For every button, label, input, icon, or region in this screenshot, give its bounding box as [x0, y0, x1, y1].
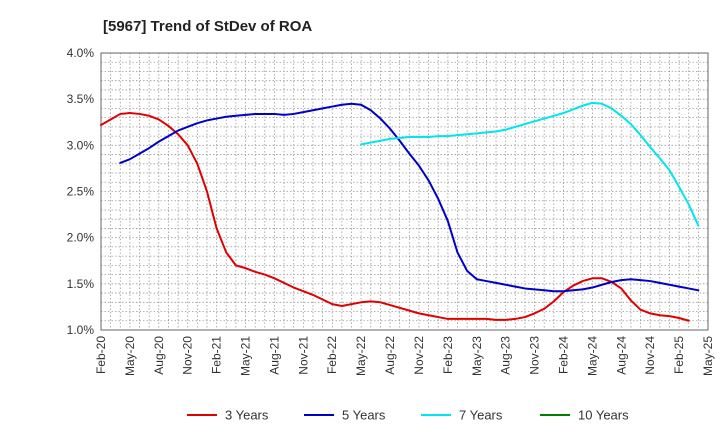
x-tick-label: May-23 [470, 336, 484, 376]
series-line-7-years [360, 101, 700, 227]
x-tick-label: May-24 [585, 336, 599, 376]
y-tick-label: 1.0% [67, 323, 95, 337]
chart-title: [5967] Trend of StDev of ROA [103, 18, 312, 35]
legend: 3 Years 5 Years 7 Years 10 Years [187, 408, 629, 423]
series-line-3-years [100, 112, 690, 322]
grid [100, 53, 709, 330]
y-tick-label: 3.5% [67, 92, 95, 106]
legend-label-3-years: 3 Years [225, 408, 269, 423]
y-tick-label: 2.0% [67, 231, 95, 245]
x-tick-label: May-21 [239, 336, 253, 376]
legend-label-7-years: 7 Years [459, 408, 503, 423]
x-tick-label: Aug-20 [152, 336, 166, 375]
x-tick-label: Nov-24 [643, 336, 657, 375]
x-tick-label: Aug-22 [383, 336, 397, 375]
legend-label-10-years: 10 Years [578, 408, 629, 423]
x-tick-label: Feb-24 [556, 336, 570, 374]
plot-border [100, 52, 709, 331]
series-lines [100, 101, 700, 322]
x-tick-label: Feb-21 [210, 336, 224, 374]
axes: 1.0% 1.5% 2.0% 2.5% 3.0% 3.5% 4.0% Feb-20 May-20… [67, 46, 715, 376]
y-tick-label: 3.0% [67, 138, 95, 152]
y-tick-label: 2.5% [67, 185, 95, 199]
x-tick-label: Nov-22 [412, 336, 426, 375]
x-tick-label: May-22 [354, 336, 368, 376]
x-tick-label: Nov-21 [296, 336, 310, 375]
series-line-5-years [119, 102, 700, 293]
x-tick-label: Feb-25 [672, 336, 686, 374]
x-tick-label: Aug-23 [499, 336, 513, 375]
x-tick-label: Feb-23 [441, 336, 455, 374]
x-tick-label: Feb-22 [325, 336, 339, 374]
x-tick-label: May-25 [701, 336, 715, 376]
x-tick-label: Feb-20 [94, 336, 108, 374]
y-tick-label: 1.5% [67, 277, 95, 291]
legend-label-5-years: 5 Years [342, 408, 386, 423]
x-tick-label: Nov-23 [528, 336, 542, 375]
x-tick-label: Nov-20 [181, 336, 195, 375]
x-tick-label: Aug-21 [267, 336, 281, 375]
x-tick-label: May-20 [123, 336, 137, 376]
y-tick-label: 4.0% [67, 46, 95, 60]
x-tick-label: Aug-24 [614, 336, 628, 375]
